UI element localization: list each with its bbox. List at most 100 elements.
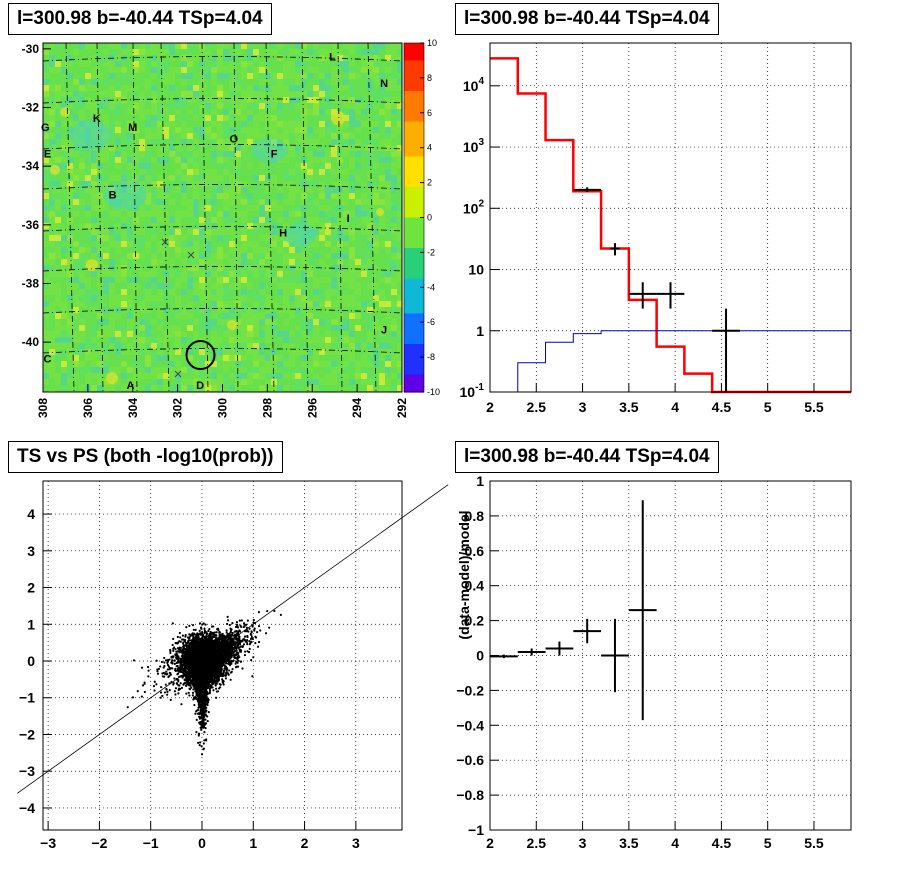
heatmap-cell — [103, 109, 109, 115]
heatmap-cell — [145, 319, 151, 325]
heatmap-cell — [133, 49, 139, 55]
heatmap-cell — [307, 103, 313, 109]
heatmap-cell — [151, 103, 157, 109]
heatmap-cell — [235, 217, 241, 223]
heatmap-cell — [367, 343, 373, 349]
heatmap-cell — [55, 187, 61, 193]
heatmap-cell — [331, 271, 337, 277]
heatmap-cell — [367, 241, 373, 247]
heatmap-cell — [109, 283, 115, 289]
heatmap-cell — [385, 79, 391, 85]
heatmap-cell — [175, 91, 181, 97]
heatmap-cell — [289, 277, 295, 283]
heatmap-cell — [67, 229, 73, 235]
heatmap-cell — [67, 55, 73, 61]
heatmap-cell — [235, 325, 241, 331]
heatmap-cell — [151, 79, 157, 85]
heatmap-cell — [385, 193, 391, 199]
heatmap-cell — [271, 163, 277, 169]
heatmap-cell — [397, 211, 402, 217]
heatmap-cell — [319, 139, 325, 145]
heatmap-cell — [283, 43, 289, 49]
heatmap-cell — [337, 349, 343, 355]
heatmap-cell — [277, 67, 283, 73]
heatmap-cell — [43, 43, 49, 49]
heatmap-cell — [145, 325, 151, 331]
heatmap-cell — [283, 199, 289, 205]
heatmap-cell — [175, 199, 181, 205]
scatter-point-cloud — [126, 609, 282, 756]
heatmap-cell — [121, 253, 127, 259]
heatmap-cell — [157, 247, 163, 253]
heatmap-cell — [145, 277, 151, 283]
heatmap-cell — [49, 157, 55, 163]
heatmap-cell — [343, 121, 349, 127]
heatmap-cell — [163, 61, 169, 67]
heatmap-cell — [121, 103, 127, 109]
heatmap-cell — [247, 187, 253, 193]
heatmap-cell — [43, 379, 49, 385]
heatmap-cell — [103, 115, 109, 121]
heatmap-cell — [325, 103, 331, 109]
heatmap-cell — [121, 211, 127, 217]
heatmap-cell — [235, 199, 241, 205]
heatmap-cell — [373, 91, 379, 97]
heatmap-cell — [307, 139, 313, 145]
heatmap-cell — [193, 109, 199, 115]
heatmap-cell — [109, 325, 115, 331]
heatmap-cell — [379, 325, 385, 331]
heatmap-cell — [325, 289, 331, 295]
heatmap-cell — [379, 139, 385, 145]
colorbar-band — [404, 313, 424, 319]
heatmap-cell — [151, 223, 157, 229]
heatmap-cell — [307, 373, 313, 379]
heatmap-cell — [61, 223, 67, 229]
heatmap-cell — [313, 385, 319, 391]
heatmap-cell — [349, 289, 355, 295]
heatmap-cell — [91, 85, 97, 91]
heatmap-cell — [337, 103, 343, 109]
heatmap-cell — [169, 283, 175, 289]
heatmap-cell — [343, 163, 349, 169]
heatmap-cell — [319, 295, 325, 301]
heatmap-cell — [385, 133, 391, 139]
heatmap-cell — [379, 289, 385, 295]
heatmap-cell — [91, 331, 97, 337]
heatmap-cell — [253, 175, 259, 181]
heatmap-cell — [79, 337, 85, 343]
x-tick-label: 2 — [301, 835, 309, 851]
heatmap-cell — [289, 139, 295, 145]
heatmap-cell — [301, 121, 307, 127]
heatmap-cell — [151, 157, 157, 163]
x-tick-label: 3 — [352, 835, 360, 851]
y-tick-label: 10-1 — [460, 382, 485, 400]
heatmap-cell — [49, 373, 55, 379]
heatmap-cell — [253, 139, 259, 145]
heatmap-cell — [127, 313, 133, 319]
heatmap-cell — [145, 151, 151, 157]
heatmap-cell — [85, 235, 91, 241]
heatmap-cell — [157, 193, 163, 199]
heatmap-cell — [127, 271, 133, 277]
heatmap-cell — [397, 343, 402, 349]
heatmap-cell — [163, 169, 169, 175]
heatmap-cell — [49, 385, 55, 391]
heatmap-cell — [229, 157, 235, 163]
heatmap-cell — [223, 163, 229, 169]
source-label: N — [380, 78, 388, 90]
heatmap-cell — [187, 337, 193, 343]
heatmap-cell — [313, 337, 319, 343]
heatmap-cell — [259, 307, 265, 313]
heatmap-cell — [367, 55, 373, 61]
heatmap-cell — [169, 247, 175, 253]
heatmap-cell — [43, 169, 49, 175]
heatmap-cell — [55, 109, 61, 115]
heatmap-cell — [181, 49, 187, 55]
heatmap-cell — [367, 271, 373, 277]
heatmap-cell — [223, 361, 229, 367]
heatmap-cell — [187, 265, 193, 271]
heatmap-cell — [373, 235, 379, 241]
heatmap-cell — [79, 109, 85, 115]
heatmap-cell — [85, 67, 91, 73]
heatmap-cell — [175, 289, 181, 295]
